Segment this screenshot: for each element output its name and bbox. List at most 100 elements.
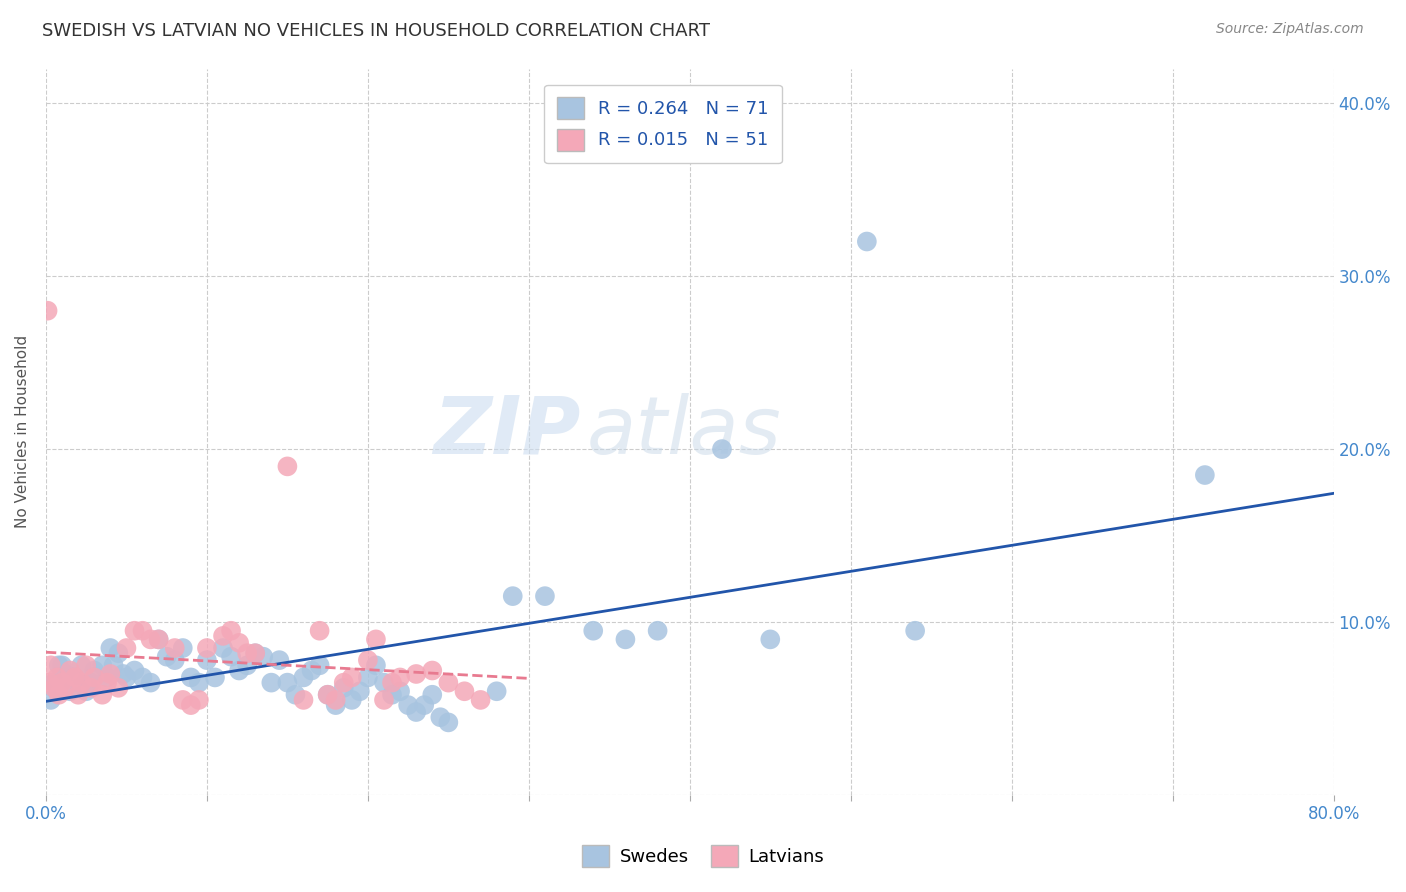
Point — [172, 693, 194, 707]
Point — [453, 684, 475, 698]
Point — [46, 684, 69, 698]
Point — [187, 693, 209, 707]
Point — [269, 653, 291, 667]
Point — [252, 649, 274, 664]
Point — [80, 675, 103, 690]
Point — [124, 624, 146, 638]
Point — [53, 681, 76, 695]
Point — [148, 632, 170, 647]
Point — [98, 640, 121, 655]
Point — [46, 670, 69, 684]
Point — [405, 705, 427, 719]
Point — [75, 684, 97, 698]
Point — [301, 664, 323, 678]
Point — [260, 675, 283, 690]
Point — [139, 632, 162, 647]
Point — [332, 681, 354, 695]
Point — [37, 303, 59, 318]
Point — [180, 698, 202, 712]
Point — [284, 688, 307, 702]
Point — [59, 684, 82, 698]
Point — [1194, 468, 1216, 483]
Point — [647, 624, 669, 638]
Point — [148, 632, 170, 647]
Point — [332, 675, 354, 690]
Point — [534, 589, 557, 603]
Point — [59, 664, 82, 678]
Point — [325, 693, 347, 707]
Text: ZIP: ZIP — [433, 392, 581, 471]
Point — [373, 693, 395, 707]
Point — [228, 664, 250, 678]
Point — [180, 670, 202, 684]
Point — [357, 653, 380, 667]
Point — [219, 624, 242, 638]
Point — [381, 675, 404, 690]
Point — [163, 640, 186, 655]
Point — [67, 675, 90, 690]
Point — [195, 640, 218, 655]
Point — [63, 670, 86, 684]
Point — [437, 675, 460, 690]
Point — [856, 235, 879, 249]
Point — [245, 646, 267, 660]
Point — [115, 670, 138, 684]
Point — [139, 675, 162, 690]
Point — [245, 646, 267, 660]
Point — [316, 688, 339, 702]
Point — [67, 688, 90, 702]
Point — [413, 698, 436, 712]
Point — [316, 688, 339, 702]
Point — [39, 658, 62, 673]
Point — [124, 664, 146, 678]
Point — [83, 670, 105, 684]
Point — [98, 667, 121, 681]
Point — [107, 646, 129, 660]
Point — [236, 658, 259, 673]
Point — [711, 442, 734, 456]
Point — [39, 693, 62, 707]
Point — [420, 688, 443, 702]
Point — [63, 670, 86, 684]
Point — [437, 715, 460, 730]
Point — [308, 658, 330, 673]
Point — [373, 675, 395, 690]
Text: atlas: atlas — [586, 392, 782, 471]
Point — [70, 675, 93, 690]
Point — [292, 670, 315, 684]
Text: Source: ZipAtlas.com: Source: ZipAtlas.com — [1216, 22, 1364, 37]
Point — [349, 684, 371, 698]
Point — [195, 653, 218, 667]
Point — [51, 675, 73, 690]
Point — [112, 667, 135, 681]
Point — [163, 653, 186, 667]
Point — [485, 684, 508, 698]
Point — [502, 589, 524, 603]
Point — [204, 670, 226, 684]
Point — [276, 675, 298, 690]
Point — [131, 624, 153, 638]
Point — [187, 675, 209, 690]
Point — [364, 632, 387, 647]
Point — [759, 632, 782, 647]
Point — [614, 632, 637, 647]
Point — [91, 688, 114, 702]
Point — [103, 658, 125, 673]
Point — [115, 640, 138, 655]
Point — [904, 624, 927, 638]
Point — [42, 675, 65, 690]
Point — [292, 693, 315, 707]
Legend: R = 0.264   N = 71, R = 0.015   N = 51: R = 0.264 N = 71, R = 0.015 N = 51 — [544, 85, 782, 163]
Point — [53, 667, 76, 681]
Point — [420, 664, 443, 678]
Point — [83, 664, 105, 678]
Point — [70, 658, 93, 673]
Point — [389, 684, 412, 698]
Point — [389, 670, 412, 684]
Point — [236, 646, 259, 660]
Point — [582, 624, 605, 638]
Point — [228, 636, 250, 650]
Point — [48, 658, 70, 673]
Point — [357, 670, 380, 684]
Point — [219, 649, 242, 664]
